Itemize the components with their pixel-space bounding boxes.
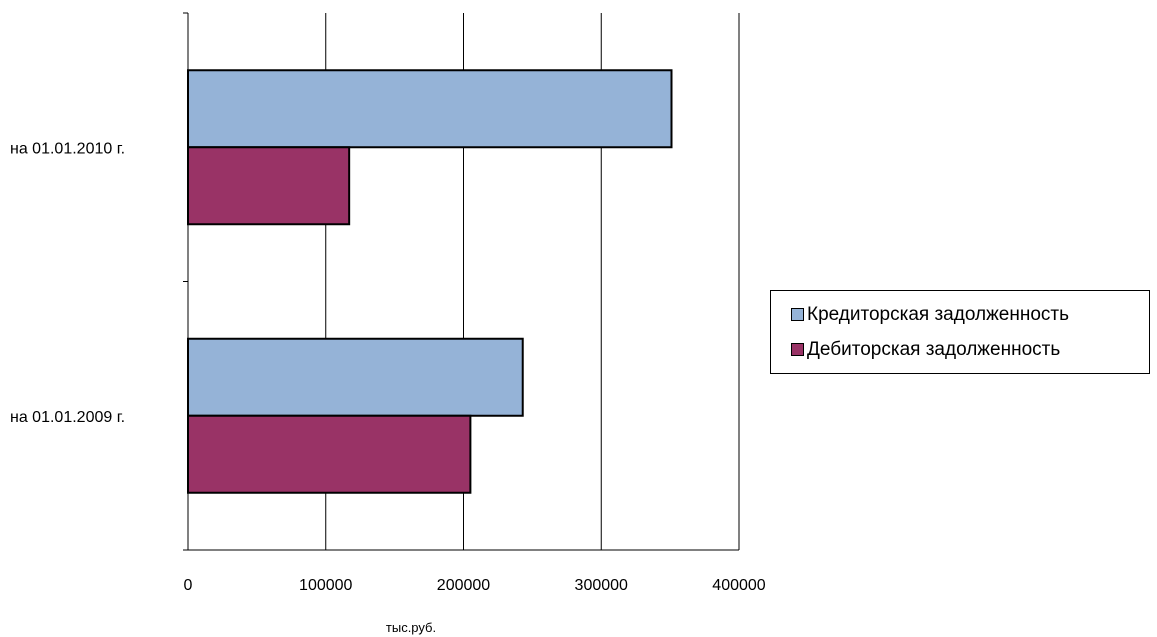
x-tick-label: 100000 (299, 577, 352, 594)
legend-item-creditor: Кредиторская задолженность (791, 297, 1149, 332)
bars (187, 69, 673, 494)
x-tick-label: 400000 (712, 577, 765, 594)
bar (187, 146, 351, 226)
x-tick-labels: 0 100000 200000 300000 400000 (184, 577, 766, 594)
legend-item-debtor: Дебиторская задолженность (791, 332, 1149, 367)
category-labels: на 01.01.2010 г. на 01.01.2009 г. (10, 140, 125, 426)
legend-label-debtor: Дебиторская задолженность (807, 338, 1061, 360)
bar (187, 69, 673, 149)
legend: Кредиторская задолженность Дебиторская з… (770, 290, 1150, 374)
x-axis-title: тыс.руб. (386, 620, 436, 635)
legend-swatch-creditor (791, 308, 804, 321)
category-label: на 01.01.2009 г. (10, 409, 125, 426)
x-tick-label: 200000 (437, 577, 490, 594)
axes (183, 12, 739, 551)
legend-label-creditor: Кредиторская задолженность (807, 303, 1070, 325)
x-tick-label: 300000 (575, 577, 628, 594)
bar (187, 337, 524, 417)
category-label: на 01.01.2010 г. (10, 140, 125, 157)
x-tick-label: 0 (184, 577, 193, 594)
bar (187, 414, 472, 494)
legend-swatch-debtor (791, 343, 804, 356)
